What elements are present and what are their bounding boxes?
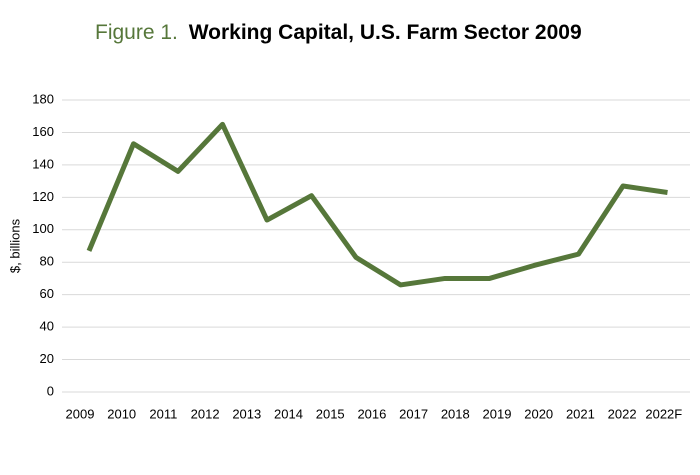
y-tick-label: 140 [32,156,54,171]
x-tick-label: 2022F [645,406,682,421]
y-tick-label: 180 [32,91,54,106]
y-tick-label: 80 [40,254,54,269]
x-tick-label: 2010 [107,406,136,421]
y-tick-label: 160 [32,124,54,139]
title-prefix: Figure 1. [95,21,178,44]
x-tick-label: 2021 [566,406,595,421]
x-tick-label: 2011 [149,406,177,421]
y-tick-label: 100 [32,221,54,236]
y-tick-label: 0 [47,383,54,398]
x-tick-label: 2009 [66,406,95,421]
x-tick-label: 2018 [441,406,470,421]
x-tick-label: 2020 [524,406,553,421]
x-tick-label: 2015 [316,406,345,421]
x-tick-label: 2019 [483,406,512,421]
y-axis-label: $, billions [7,218,22,273]
x-tick-label: 2014 [274,406,303,421]
x-tick-label: 2017 [399,406,428,421]
data-line [86,121,668,288]
title-line: Figure 1. Working Capital, U.S. Farm Sec… [95,21,582,44]
x-tick-label: 2022 [608,406,637,421]
x-tick-label: 2012 [191,406,220,421]
y-tick-label: 40 [40,319,54,334]
x-tick-label: 2013 [232,406,261,421]
y-tick-label: 60 [40,286,54,301]
x-tick-label: 2016 [357,406,386,421]
y-tick-label: 20 [40,351,54,366]
chart-title: Working Capital, U.S. Farm Sector 2009 [189,21,582,44]
y-tick-label: 120 [32,189,54,204]
